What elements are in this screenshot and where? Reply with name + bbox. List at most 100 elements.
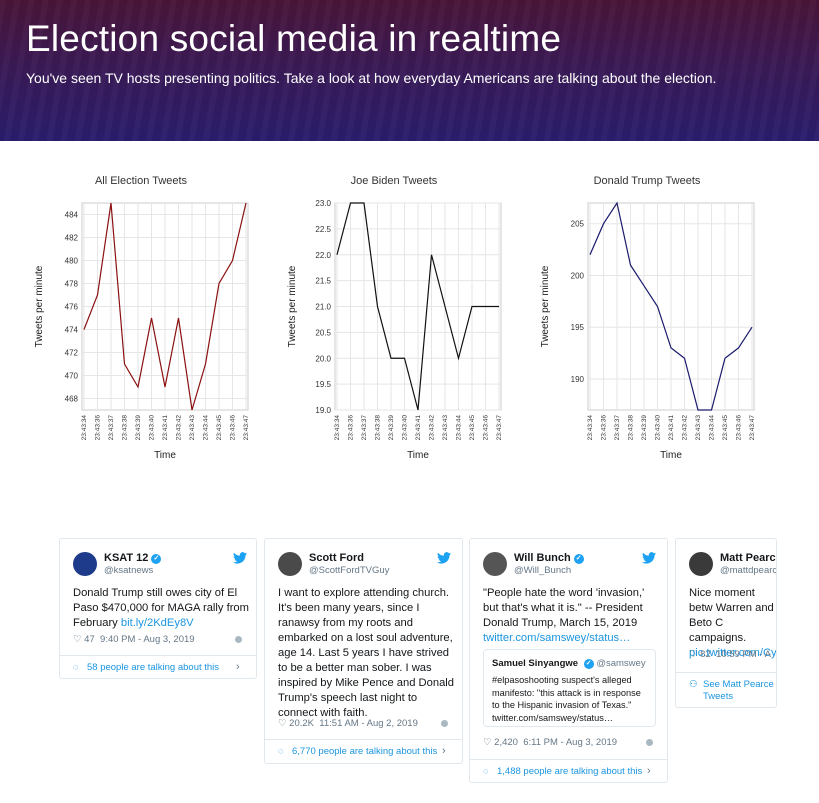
avatar[interactable] — [689, 552, 713, 576]
x-tick-label: 23:43:47 — [243, 415, 250, 441]
tweet-body: Nice moment betw Warren and Beto C campa… — [689, 587, 774, 644]
x-tick-label: 23:43:44 — [456, 415, 463, 441]
tweet-footer[interactable]: ◌ 6,770 people are talking about this › — [265, 739, 462, 763]
author-handle[interactable]: @mattdpearce — [720, 565, 777, 576]
author-handle[interactable]: @Will_Bunch — [514, 565, 572, 576]
chart-svg: Donald Trump Tweets 190 195 200 205 23:43:34 2… — [540, 175, 756, 461]
y-tick-label: 22.0 — [315, 251, 331, 260]
tweet-link[interactable]: bit.ly/2KdEy8V — [120, 617, 194, 629]
tweet-card[interactable]: Scott Ford @ScottFordTVGuy I want to exp… — [264, 538, 463, 764]
tweet-timestamp[interactable]: 11:51 AM - Aug 2, 2019 — [319, 718, 418, 729]
author-name[interactable]: Matt Pearce✓ — [720, 552, 776, 564]
author-name[interactable]: Scott Ford — [309, 552, 364, 564]
y-tick-label: 476 — [65, 303, 79, 312]
x-tick-label: 23:43:47 — [749, 415, 756, 441]
author-handle[interactable]: @ScottFordTVGuy — [309, 565, 390, 576]
chevron-right-icon: › — [647, 765, 651, 777]
talking-about-link[interactable]: 58 people are talking about this — [87, 662, 220, 673]
tweet-card[interactable]: Matt Pearce✓ @mattdpearce Nice moment be… — [675, 538, 777, 708]
tweet-footer[interactable]: ◌ 58 people are talking about this › — [60, 655, 256, 678]
quoted-tweet[interactable]: Samuel Sinyangwe ✓ @samswey #elpasoshoot… — [483, 649, 656, 727]
twitter-bird-icon[interactable] — [642, 552, 656, 564]
tweet-timestamp[interactable]: 6:11 PM - Aug 3, 2019 — [523, 737, 618, 748]
tweet-footer[interactable]: ◌ 1,488 people are talking about this › — [470, 759, 667, 782]
tweet-timestamp[interactable]: 9:40 PM - Aug 3, 2019 — [100, 634, 195, 645]
chart-title: Joe Biden Tweets — [351, 175, 438, 187]
heart-icon[interactable]: ♡ — [483, 737, 492, 748]
tweet-footer[interactable]: ⚇ See Matt Pearce Tweets — [676, 672, 776, 707]
page-subtitle: You've seen TV hosts presenting politics… — [26, 70, 717, 86]
heart-icon[interactable]: ♡ — [689, 649, 698, 660]
x-tick-label: 23:43:34 — [587, 415, 594, 441]
x-axis-label: Time — [154, 450, 176, 461]
y-tick-label: 21.0 — [315, 303, 331, 312]
series-line — [83, 202, 247, 411]
twitter-bird-icon[interactable] — [233, 552, 247, 564]
chart-title: Donald Trump Tweets — [594, 175, 701, 187]
y-tick-label: 470 — [65, 372, 79, 381]
avatar[interactable] — [278, 552, 302, 576]
x-tick-label: 23:43:44 — [709, 415, 716, 441]
quoted-author: Samuel Sinyangwe ✓ @samswey — [492, 658, 646, 669]
x-tick-label: 23:43:38 — [375, 415, 382, 441]
tweet-timestamp[interactable]: 10:59 PM - A — [716, 649, 771, 660]
tweet-meta: ♡ 47 9:40 PM - Aug 3, 2019 — [73, 634, 195, 645]
tweet-text: "People hate the word 'invasion,' but th… — [483, 586, 661, 646]
x-tick-label: 23:43:46 — [230, 415, 237, 441]
x-tick-label: 23:43:42 — [682, 415, 689, 441]
y-axis-label: Tweets per minute — [34, 265, 45, 347]
talking-about-link[interactable]: 1,488 people are talking about this — [497, 766, 643, 777]
tweet-link[interactable]: twitter.com/samswey/status… — [483, 632, 631, 644]
like-count: 20.2K — [289, 718, 314, 729]
tweet-body: Donald Trump still owes city of El Paso … — [73, 587, 249, 629]
tweet-card[interactable]: KSAT 12 ✓ @ksatnews Donald Trump still ow… — [59, 538, 257, 679]
info-icon[interactable] — [441, 720, 448, 727]
avatar[interactable] — [73, 552, 97, 576]
chevron-right-icon: › — [442, 745, 446, 757]
tweet-text: Nice moment betw Warren and Beto C campa… — [689, 586, 777, 661]
y-tick-label: 480 — [65, 257, 79, 266]
x-tick-label: 23:43:45 — [722, 415, 729, 441]
x-axis-label: Time — [660, 450, 682, 461]
series-line — [589, 201, 753, 411]
x-tick-label: 23:43:38 — [122, 415, 129, 441]
author-name[interactable]: Will Bunch ✓ — [514, 552, 584, 564]
x-tick-label: 23:43:42 — [429, 415, 436, 441]
x-tick-label: 23:43:40 — [149, 415, 156, 441]
chart-all-election-tweets: All Election Tweets 468 470 472 474 476 478 480… — [20, 168, 270, 468]
twitter-bird-icon[interactable] — [437, 552, 451, 564]
x-tick-label: 23:43:46 — [483, 415, 490, 441]
author-handle[interactable]: @ksatnews — [104, 565, 154, 576]
heart-icon[interactable]: ♡ — [278, 718, 287, 729]
like-count: 47 — [84, 634, 95, 645]
x-tick-label: 23:43:38 — [628, 415, 635, 441]
chart-title: All Election Tweets — [95, 175, 188, 187]
verified-icon: ✓ — [583, 659, 594, 669]
y-tick-label: 21.5 — [315, 277, 331, 286]
tweet-link[interactable]: pic.twitter.com/Cyx — [689, 647, 777, 659]
x-tick-label: 23:43:34 — [334, 415, 341, 441]
like-count: 82 — [700, 649, 711, 660]
x-tick-label: 23:43:40 — [402, 415, 409, 441]
x-tick-label: 23:43:43 — [442, 415, 449, 441]
chevron-right-icon: › — [236, 661, 240, 673]
comment-icon: ◌ — [73, 662, 79, 673]
y-tick-label: 195 — [571, 323, 585, 332]
info-icon[interactable] — [235, 636, 242, 643]
chart-joe-biden-tweets: Joe Biden Tweets 19.0 19.5 20.0 20.5 21.0 21.5… — [273, 168, 523, 468]
info-icon[interactable] — [646, 739, 653, 746]
y-tick-label: 20.5 — [315, 328, 331, 337]
like-count: 2,420 — [494, 737, 518, 748]
y-tick-label: 472 — [65, 349, 79, 358]
see-tweets-link[interactable]: See Matt Pearce Tweets — [703, 679, 774, 702]
author-name-text: Will Bunch — [514, 552, 571, 564]
talking-about-link[interactable]: 6,770 people are talking about this — [292, 746, 438, 757]
x-tick-label: 23:43:41 — [162, 415, 169, 441]
verified-icon: ✓ — [573, 554, 584, 564]
author-name[interactable]: KSAT 12 ✓ — [104, 552, 162, 564]
tweet-text: Donald Trump still owes city of El Paso … — [73, 586, 249, 631]
y-tick-label: 22.5 — [315, 225, 331, 234]
heart-icon[interactable]: ♡ — [73, 634, 82, 645]
tweet-card[interactable]: Will Bunch ✓ @Will_Bunch "People hate the… — [469, 538, 668, 783]
avatar[interactable] — [483, 552, 507, 576]
